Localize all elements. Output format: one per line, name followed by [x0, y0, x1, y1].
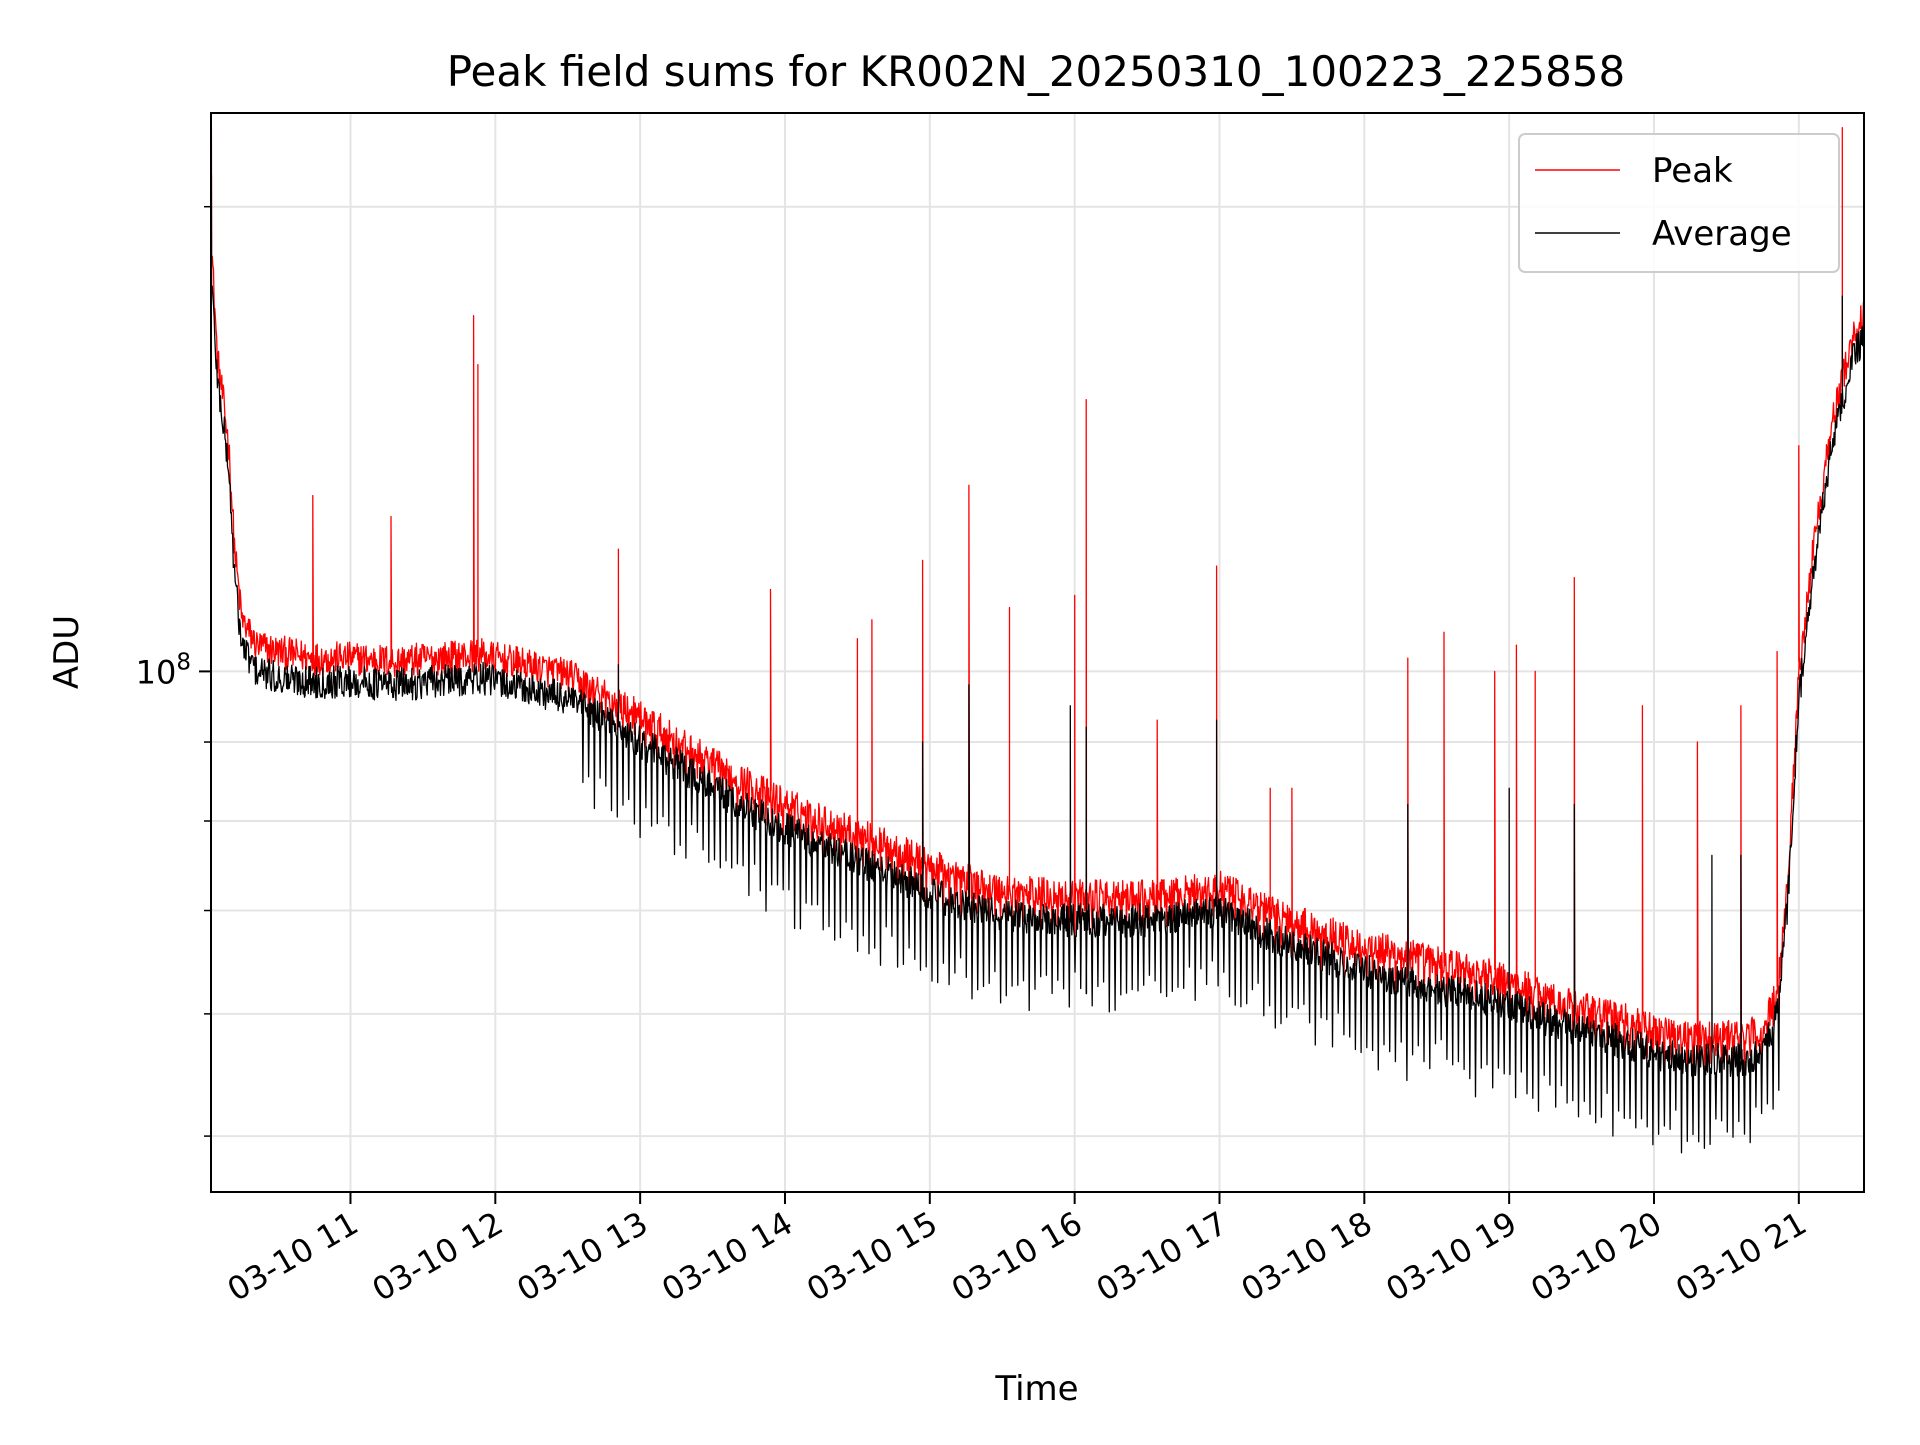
legend-peak-label: Peak — [1652, 151, 1733, 191]
chart-title: Peak field sums for KR002N_20250310_1002… — [447, 47, 1626, 96]
series-line-average — [210, 173, 1865, 1154]
series-line-peak — [210, 127, 1865, 1087]
x-axis-label: Time — [994, 1369, 1078, 1409]
y-tick-label-exponent: 8 — [176, 649, 191, 675]
series-layer — [210, 127, 1865, 1154]
legend: Peak Average — [1518, 133, 1840, 273]
legend-box — [1518, 133, 1840, 273]
y-tick-label: 108 — [136, 649, 191, 691]
plot-frame — [210, 112, 1865, 1193]
y-tick-label-base: 10 — [136, 653, 177, 691]
y-axis-label: ADU — [47, 615, 87, 689]
legend-average-label: Average — [1652, 214, 1792, 254]
